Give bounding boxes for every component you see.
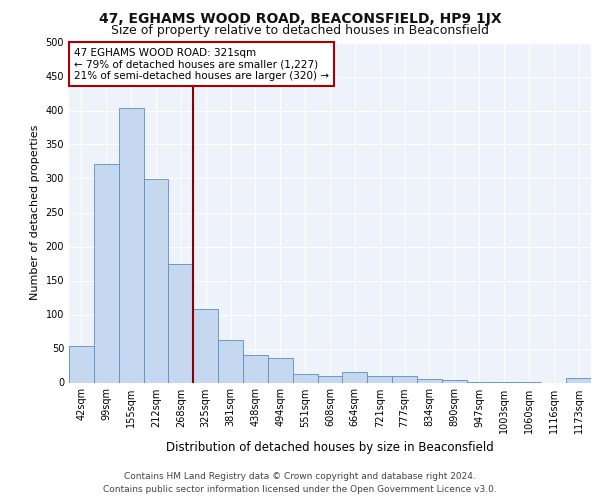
Text: 47, EGHAMS WOOD ROAD, BEACONSFIELD, HP9 1JX: 47, EGHAMS WOOD ROAD, BEACONSFIELD, HP9 …	[98, 12, 502, 26]
Bar	[293, 374, 317, 382]
Bar	[268, 358, 293, 382]
Bar	[94, 164, 119, 382]
Bar	[119, 108, 143, 382]
Bar	[69, 346, 94, 382]
Bar	[218, 340, 243, 382]
Bar	[193, 309, 218, 382]
Bar	[243, 356, 268, 382]
Y-axis label: Number of detached properties: Number of detached properties	[30, 125, 40, 300]
Bar	[169, 264, 193, 382]
Bar	[367, 376, 392, 382]
Bar	[417, 379, 442, 382]
Text: Contains HM Land Registry data © Crown copyright and database right 2024.
Contai: Contains HM Land Registry data © Crown c…	[103, 472, 497, 494]
Bar	[317, 376, 343, 382]
Bar	[143, 179, 169, 382]
Bar	[343, 372, 367, 382]
Text: 47 EGHAMS WOOD ROAD: 321sqm
← 79% of detached houses are smaller (1,227)
21% of : 47 EGHAMS WOOD ROAD: 321sqm ← 79% of det…	[74, 48, 329, 81]
Bar	[442, 380, 467, 382]
X-axis label: Distribution of detached houses by size in Beaconsfield: Distribution of detached houses by size …	[166, 441, 494, 454]
Bar	[392, 376, 417, 382]
Text: Size of property relative to detached houses in Beaconsfield: Size of property relative to detached ho…	[111, 24, 489, 37]
Bar	[566, 378, 591, 382]
